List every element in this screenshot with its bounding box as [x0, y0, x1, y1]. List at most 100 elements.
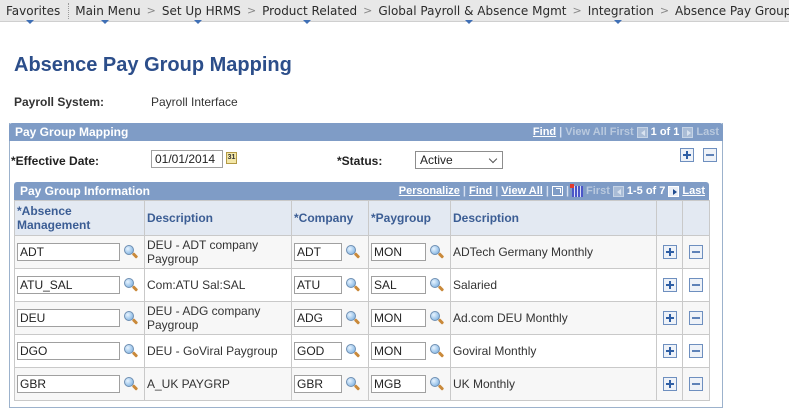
company-input[interactable]	[294, 243, 342, 261]
absence-management-input[interactable]	[17, 309, 120, 327]
delete-row-button[interactable]	[689, 344, 703, 359]
paygroup-description-cell: Goviral Monthly	[450, 334, 657, 368]
add-row-button[interactable]	[662, 311, 677, 326]
download-excel-icon[interactable]	[570, 183, 584, 197]
find-link[interactable]: Find	[532, 126, 557, 138]
zoom-grid-icon[interactable]	[551, 186, 563, 196]
delete-row-button[interactable]	[689, 311, 703, 326]
table-row: DEU - ADG company Paygroup Ad.com DEU Mo…	[14, 301, 710, 335]
lookup-icon[interactable]	[124, 377, 139, 391]
company-input[interactable]	[294, 276, 342, 294]
add-row-button[interactable]	[662, 245, 677, 260]
personalize-link[interactable]: Personalize	[398, 185, 460, 197]
breadcrumb-main-menu[interactable]: Main Menu	[69, 3, 141, 24]
breadcrumb-set-up-hrms[interactable]: Set Up HRMS	[156, 4, 241, 24]
paygroup-input[interactable]	[371, 342, 426, 360]
find-link[interactable]: Find	[468, 185, 493, 197]
lookup-icon[interactable]	[430, 311, 445, 325]
absence-management-input[interactable]	[17, 243, 120, 261]
breadcrumb-label: Integration	[587, 3, 654, 18]
paygroup-description-cell: Salaried	[450, 268, 657, 302]
lookup-icon[interactable]	[346, 311, 361, 325]
paygroup-input[interactable]	[371, 276, 426, 294]
column-header-paygroup-description[interactable]: Description	[450, 200, 657, 236]
company-input[interactable]	[294, 342, 342, 360]
company-input[interactable]	[294, 309, 342, 327]
absence-management-input[interactable]	[17, 276, 120, 294]
paygroup-description-cell: ADTech Germany Monthly	[450, 235, 657, 269]
calendar-icon[interactable]: 31	[226, 152, 237, 164]
lookup-icon[interactable]	[124, 278, 139, 292]
breadcrumb-separator: >	[146, 4, 156, 17]
breadcrumb-label: Main Menu	[75, 3, 141, 18]
breadcrumb-absence-pay-group-mapping[interactable]: Absence Pay Group Mapping	[669, 4, 789, 18]
paygroup-input[interactable]	[371, 375, 426, 393]
column-header-company[interactable]: *Company	[291, 200, 369, 236]
add-row-button[interactable]	[662, 278, 677, 293]
description-cell: DEU - ADG company Paygroup	[144, 301, 292, 335]
column-header-description[interactable]: Description	[144, 200, 292, 236]
delete-row-button[interactable]	[689, 278, 703, 293]
status-label: *Status:	[337, 154, 383, 168]
lookup-icon[interactable]	[346, 377, 361, 391]
breadcrumb-integration[interactable]: Integration	[582, 3, 654, 24]
favorites-label: Favorites	[6, 3, 61, 18]
status-select[interactable]: Active	[415, 151, 503, 169]
favorites-menu[interactable]: Favorites	[0, 3, 61, 24]
row-count: 1-5 of 7	[626, 185, 666, 197]
lookup-icon[interactable]	[346, 245, 361, 259]
breadcrumb-separator: >	[659, 4, 670, 17]
pay-group-mapping-box	[9, 123, 723, 408]
lookup-icon[interactable]	[124, 344, 139, 358]
breadcrumb-global-payroll[interactable]: Global Payroll & Absence Mgmt	[372, 4, 566, 24]
add-row-button[interactable]	[680, 148, 694, 162]
pay-group-grid: *Absence Management Description *Company…	[14, 200, 710, 401]
row-count: 1 of 1	[650, 126, 680, 138]
delete-row-button[interactable]	[689, 377, 703, 392]
description-cell: DEU - GoViral Paygroup	[144, 334, 292, 368]
column-header-absence-management[interactable]: *Absence Management	[14, 200, 145, 236]
status-value: Active	[420, 153, 453, 167]
effective-date-label: *Effective Date:	[11, 154, 100, 168]
grid-navigation: Personalize | Find | View All | | First …	[398, 183, 705, 197]
divider: |	[495, 185, 499, 197]
delete-row-button[interactable]	[689, 245, 703, 260]
lookup-icon[interactable]	[124, 311, 139, 325]
lookup-icon[interactable]	[124, 245, 139, 259]
view-all-link[interactable]: View All	[501, 185, 543, 197]
breadcrumb-separator: >	[363, 4, 373, 17]
column-header-paygroup[interactable]: *Paygroup	[368, 200, 451, 236]
delete-row-button[interactable]	[703, 148, 717, 162]
divider: |	[565, 185, 570, 197]
add-row-button[interactable]	[662, 344, 677, 359]
lookup-icon[interactable]	[346, 344, 361, 358]
divider: |	[559, 126, 563, 138]
add-row-button[interactable]	[662, 377, 677, 392]
chevron-down-icon	[194, 19, 203, 24]
paygroup-input[interactable]	[371, 243, 426, 261]
absence-management-input[interactable]	[17, 375, 120, 393]
absence-management-input[interactable]	[17, 342, 120, 360]
lookup-icon[interactable]	[346, 278, 361, 292]
breadcrumb-separator: >	[572, 4, 582, 17]
breadcrumb-product-related[interactable]: Product Related	[256, 4, 357, 24]
lookup-icon[interactable]	[430, 344, 445, 358]
chevron-down-icon	[465, 19, 474, 24]
previous-icon	[612, 185, 624, 197]
divider: |	[462, 185, 466, 197]
breadcrumb-label: Absence Pay Group Mapping	[675, 3, 789, 18]
next-icon[interactable]	[668, 185, 680, 197]
last-link: Last	[696, 126, 719, 138]
table-row: DEU - ADT company Paygroup ADTech German…	[14, 235, 710, 269]
paygroup-description-cell: UK Monthly	[450, 367, 657, 401]
paygroup-input[interactable]	[371, 309, 426, 327]
divider	[68, 2, 70, 19]
last-link[interactable]: Last	[682, 185, 705, 197]
effective-date-input[interactable]	[151, 150, 223, 168]
lookup-icon[interactable]	[430, 377, 445, 391]
lookup-icon[interactable]	[430, 278, 445, 292]
chevron-down-icon	[488, 154, 498, 164]
lookup-icon[interactable]	[430, 245, 445, 259]
header-row: *Absence Management Description *Company…	[14, 200, 710, 236]
company-input[interactable]	[294, 375, 342, 393]
